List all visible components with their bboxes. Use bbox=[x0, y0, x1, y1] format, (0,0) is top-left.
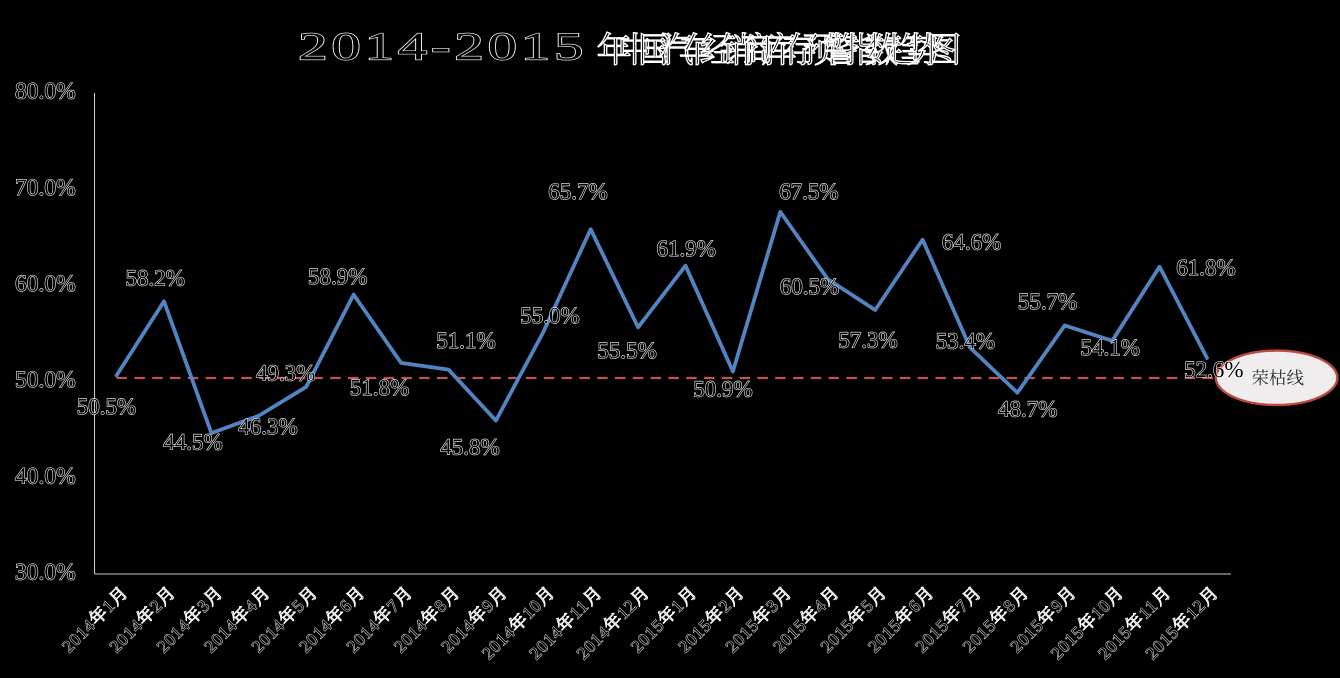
svg-text:61.9%: 61.9% bbox=[656, 236, 715, 261]
svg-text:61.8%: 61.8% bbox=[1176, 255, 1235, 280]
svg-text:50.5%: 50.5% bbox=[77, 394, 136, 419]
svg-text:60.0%: 60.0% bbox=[15, 271, 76, 297]
svg-text:55.7%: 55.7% bbox=[1018, 289, 1077, 314]
svg-text:50.9%: 50.9% bbox=[693, 377, 752, 402]
svg-text:44.5%: 44.5% bbox=[163, 430, 222, 455]
svg-text:57.3%: 57.3% bbox=[838, 328, 897, 353]
svg-text:58.2%: 58.2% bbox=[125, 266, 184, 291]
svg-text:55.0%: 55.0% bbox=[520, 303, 579, 328]
svg-text:80.0%: 80.0% bbox=[15, 79, 76, 105]
svg-text:58.9%: 58.9% bbox=[308, 264, 367, 289]
svg-text:49.3%: 49.3% bbox=[256, 360, 315, 385]
svg-text:65.7%: 65.7% bbox=[548, 179, 607, 204]
svg-text:60.5%: 60.5% bbox=[780, 274, 839, 299]
svg-text:48.7%: 48.7% bbox=[998, 397, 1057, 422]
svg-text:45.8%: 45.8% bbox=[440, 435, 499, 460]
svg-text:2014-2015: 2014-2015 bbox=[298, 25, 587, 69]
svg-text:30.0%: 30.0% bbox=[15, 560, 76, 586]
svg-text:54.1%: 54.1% bbox=[1080, 335, 1139, 360]
svg-text:46.3%: 46.3% bbox=[238, 414, 297, 439]
svg-text:50.0%: 50.0% bbox=[15, 367, 76, 393]
svg-text:51.1%: 51.1% bbox=[436, 328, 495, 353]
svg-text:55.5%: 55.5% bbox=[597, 338, 656, 363]
svg-text:53.4%: 53.4% bbox=[936, 329, 995, 354]
svg-text:51.8%: 51.8% bbox=[350, 375, 409, 400]
svg-text:64.6%: 64.6% bbox=[942, 230, 1001, 255]
svg-text:52.6%: 52.6% bbox=[1184, 357, 1243, 382]
svg-text:40.0%: 40.0% bbox=[15, 463, 76, 489]
svg-text:67.5%: 67.5% bbox=[779, 179, 838, 204]
svg-text:70.0%: 70.0% bbox=[15, 175, 76, 201]
